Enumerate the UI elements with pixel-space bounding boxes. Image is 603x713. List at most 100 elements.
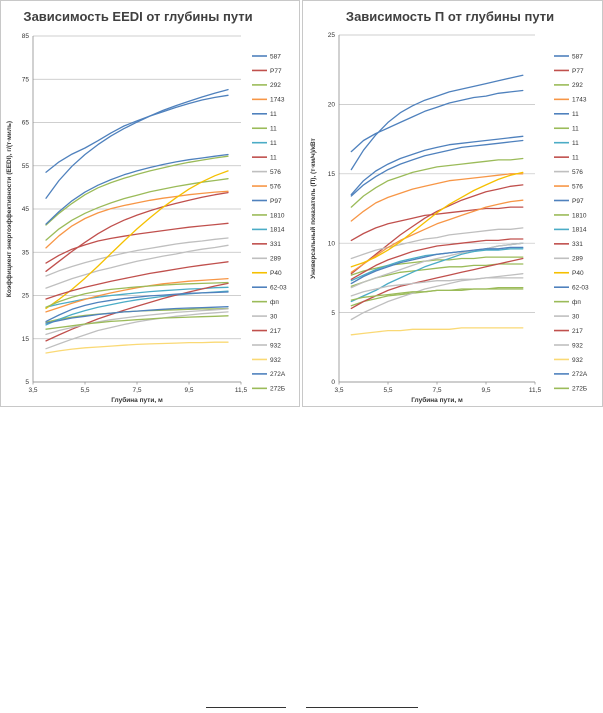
y-tick-label: 85 [22, 33, 30, 40]
y-tick-label: 25 [22, 293, 30, 300]
series-line-1 [45, 191, 229, 272]
chart-title: Зависимость П от глубины пути [346, 9, 554, 24]
legend-entry: P40 [572, 270, 584, 277]
legend-entry: 11 [270, 111, 277, 118]
series-line-4 [45, 88, 229, 199]
legend-entry: 1814 [270, 227, 285, 234]
series-line-3 [350, 173, 524, 222]
y-tick-label: 75 [22, 76, 30, 83]
y-tick-label: 10 [328, 240, 336, 247]
series-line-23 [350, 288, 524, 301]
legend-entry: 11 [572, 111, 579, 118]
series-line-5 [350, 256, 524, 276]
chart-eedi-svg: Зависимость EEDI от глубины пути 5 15 25 35 4… [6, 9, 287, 404]
y-tick-label: 25 [328, 32, 336, 39]
legend-entry: 932 [572, 342, 583, 349]
legend-entry: P97 [270, 198, 282, 205]
legend-entry: P40 [270, 270, 282, 277]
chart-panel-p: Зависимость П от глубины пути 0 5 10 15 20 25 3… [302, 0, 603, 407]
y-tick-label: 15 [22, 336, 30, 343]
series-line-0 [45, 94, 229, 173]
y-tick-label: 5 [331, 310, 335, 317]
x-tick-label: 5,5 [383, 387, 392, 394]
series-line-9 [45, 277, 229, 313]
x-tick-label: 9,5 [184, 387, 193, 394]
series-line-15 [45, 170, 229, 310]
y-tick-label: 15 [328, 171, 336, 178]
legend-entry: 576 [572, 183, 583, 190]
legend-entry: 11 [270, 126, 277, 133]
legend-entry: 587 [572, 53, 583, 60]
series-line-23 [45, 315, 229, 330]
footer-rule-left [206, 707, 286, 708]
series-line-6 [45, 286, 229, 308]
legend-entry: 11 [572, 154, 579, 161]
x-tick-label: 9,5 [481, 387, 490, 394]
series-line-16 [45, 291, 229, 323]
series-line-3 [45, 190, 229, 249]
legend-entry: 272А [270, 371, 286, 378]
series-line-12 [350, 242, 524, 303]
series-line-22 [45, 306, 229, 324]
y-tick-label: 45 [22, 206, 30, 213]
series-line-21 [45, 341, 229, 354]
legend-entry: 11 [572, 140, 579, 147]
series-line-16 [350, 246, 524, 285]
y-tick-label: 65 [22, 120, 30, 127]
series-line-0 [350, 89, 524, 153]
legend-entry: 576 [572, 169, 583, 176]
legend-entry: 932 [270, 342, 281, 349]
x-tick-label: 3,5 [28, 387, 37, 394]
series-line-7 [350, 184, 524, 275]
legend-entry: 1743 [572, 97, 587, 104]
series-line-8 [45, 244, 229, 289]
chart-panel-eedi: Зависимость EEDI от глубины пути 5 15 25 35 4… [0, 0, 300, 407]
x-axis-label: Глубина пути, м [411, 396, 463, 404]
legend-entry: 932 [572, 357, 583, 364]
series-line-14 [45, 237, 229, 277]
y-tick-label: 5 [25, 379, 29, 386]
legend-entry: P77 [572, 68, 584, 75]
legend-entry: 1743 [270, 97, 285, 104]
y-axis-label: Коэффициент энергоэффективности (EEDI), … [6, 121, 13, 297]
y-tick-label: 35 [22, 249, 30, 256]
legend-entry: 272Б [572, 386, 587, 393]
legend-entry: 576 [270, 183, 281, 190]
y-tick-label: 20 [328, 102, 336, 109]
series-line-18 [350, 273, 524, 321]
series-line-2 [45, 155, 229, 226]
legend-entry: 11 [270, 154, 277, 161]
legend-entry: 62-03 [270, 285, 287, 292]
legend-entry: 331 [572, 241, 583, 248]
series-line-14 [350, 242, 524, 289]
x-tick-label: 7,5 [432, 387, 441, 394]
series-line-15 [350, 171, 524, 268]
series-line-20 [45, 311, 229, 350]
series-line-18 [45, 308, 229, 336]
legend-entry: 217 [572, 328, 583, 335]
legend-entry: 292 [572, 82, 583, 89]
legend-entry: 331 [270, 241, 281, 248]
series-line-21 [350, 327, 524, 336]
legend-entry: 289 [270, 256, 281, 263]
chart-title: Зависимость EEDI от глубины пути [23, 9, 252, 24]
series-line-1 [350, 206, 524, 242]
legend-entry: 576 [270, 169, 281, 176]
x-axis-label: Глубина пути, м [111, 396, 163, 404]
legend-entry: 587 [270, 53, 281, 60]
series-line-2 [350, 157, 524, 208]
series-line-13 [45, 282, 229, 342]
series-line-20 [350, 277, 524, 297]
series-line-9 [350, 199, 524, 273]
x-tick-label: 7,5 [132, 387, 141, 394]
footer-rule-right [306, 707, 418, 708]
legend-entry: 289 [572, 256, 583, 263]
legend-entry: 11 [572, 126, 579, 133]
legend-entry: 62-03 [572, 285, 589, 292]
series-line-13 [350, 238, 524, 280]
series-line-17 [45, 281, 229, 308]
legend-entry: 217 [270, 328, 281, 335]
series-line-10 [45, 153, 229, 225]
y-tick-label: 55 [22, 163, 30, 170]
legend-entry: 272А [572, 371, 588, 378]
